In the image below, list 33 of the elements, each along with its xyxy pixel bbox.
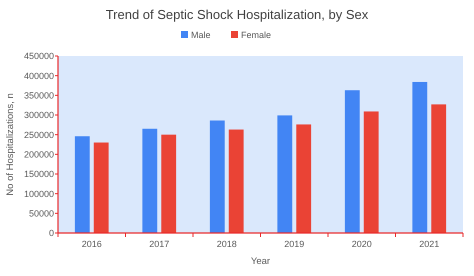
bar (296, 124, 312, 233)
y-axis-title: No of Hospitalizations, n (5, 93, 16, 196)
y-tick-label: 0 (48, 228, 54, 238)
bar (344, 90, 360, 233)
x-tick-label: 2018 (216, 239, 237, 249)
x-tick-label: 2019 (284, 239, 304, 249)
bar (412, 82, 428, 233)
x-tick-label: 2016 (82, 239, 102, 249)
bar (161, 134, 176, 233)
bar (364, 111, 379, 233)
y-tick-label: 250000 (24, 130, 54, 140)
x-tick-label: 2020 (352, 239, 372, 249)
bar (94, 142, 109, 233)
chart-title: Trend of Septic Shock Hospitalization, by Sex (106, 7, 369, 22)
legend-label: Male (191, 30, 211, 40)
legend-label: Female (241, 30, 272, 40)
bar (74, 136, 90, 233)
y-tick-label: 100000 (24, 188, 54, 199)
y-tick-label: 200000 (24, 149, 54, 160)
y-tick-label: 450000 (24, 51, 54, 62)
y-tick-label: 350000 (24, 90, 54, 100)
y-tick-label: 400000 (24, 70, 54, 81)
y-tick-label: 50000 (28, 208, 54, 218)
y-tick-label: 300000 (24, 110, 54, 120)
bar (142, 128, 158, 233)
bar (210, 120, 225, 233)
x-tick-label: 2021 (419, 239, 440, 249)
bar (431, 104, 446, 233)
bar (277, 115, 292, 233)
bar (228, 130, 244, 233)
y-tick-label: 150000 (24, 169, 54, 180)
x-tick-label: 2017 (149, 239, 170, 249)
x-axis-title: Year (250, 256, 270, 267)
